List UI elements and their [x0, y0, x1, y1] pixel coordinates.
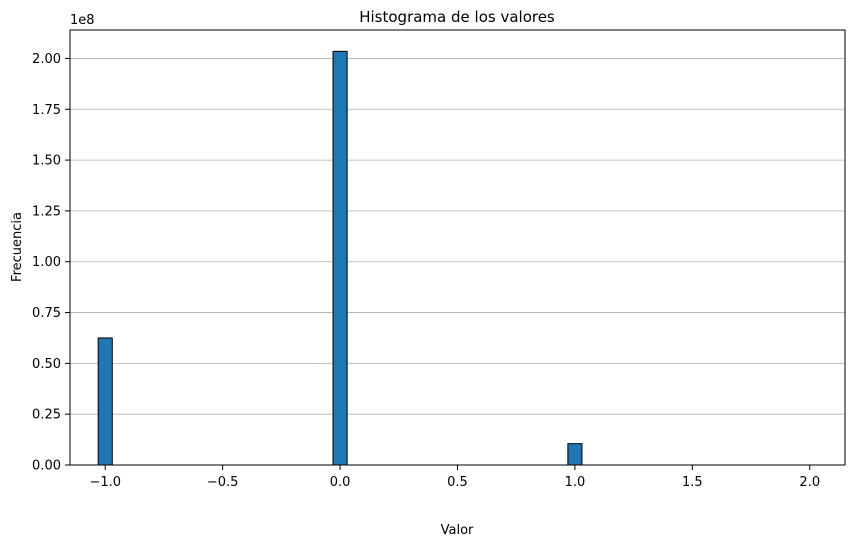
x-tick-label-1: −0.5: [207, 475, 239, 490]
y-tick-label-1: 0.25: [32, 408, 61, 423]
x-axis-label: Valor: [441, 523, 474, 538]
x-tick-label-6: 2.0: [799, 475, 820, 490]
y-tick-label-8: 2.00: [32, 52, 61, 67]
y-tick-label-0: 0.00: [32, 459, 61, 474]
x-tick-label-2: 0.0: [330, 475, 351, 490]
histogram-bars: [97, 50, 583, 466]
x-tick-label-5: 1.5: [682, 475, 703, 490]
grid-lines: [70, 58, 845, 466]
x-axis-ticks: −1.0 −0.5 0.0 0.5 1.0 1.5 2.0: [89, 465, 820, 490]
y-tick-label-3: 0.75: [32, 306, 61, 321]
chart-title: Histograma de los valores: [359, 8, 555, 26]
y-tick-label-2: 0.50: [32, 357, 61, 372]
y-tick-label-4: 1.00: [32, 255, 61, 270]
plot-frame: [69, 29, 846, 466]
x-tick-label-3: 0.5: [447, 475, 468, 490]
x-tick-label-4: 1.0: [565, 475, 586, 490]
histogram-bar-2: [567, 443, 583, 466]
x-tick-label-0: −1.0: [89, 475, 121, 490]
y-tick-label-6: 1.50: [32, 154, 61, 169]
y-tick-label-7: 1.75: [32, 103, 61, 118]
y-axis-label: Frecuencia: [10, 212, 25, 282]
histogram-bar-1: [332, 50, 348, 466]
histogram-bar-0: [97, 337, 113, 466]
y-axis-ticks: 0.00 0.25 0.50 0.75 1.00 1.25 1.50 1.75 2.00: [32, 52, 70, 474]
y-tick-label-5: 1.25: [32, 204, 61, 219]
y-offset-text: 1e8: [70, 13, 95, 28]
